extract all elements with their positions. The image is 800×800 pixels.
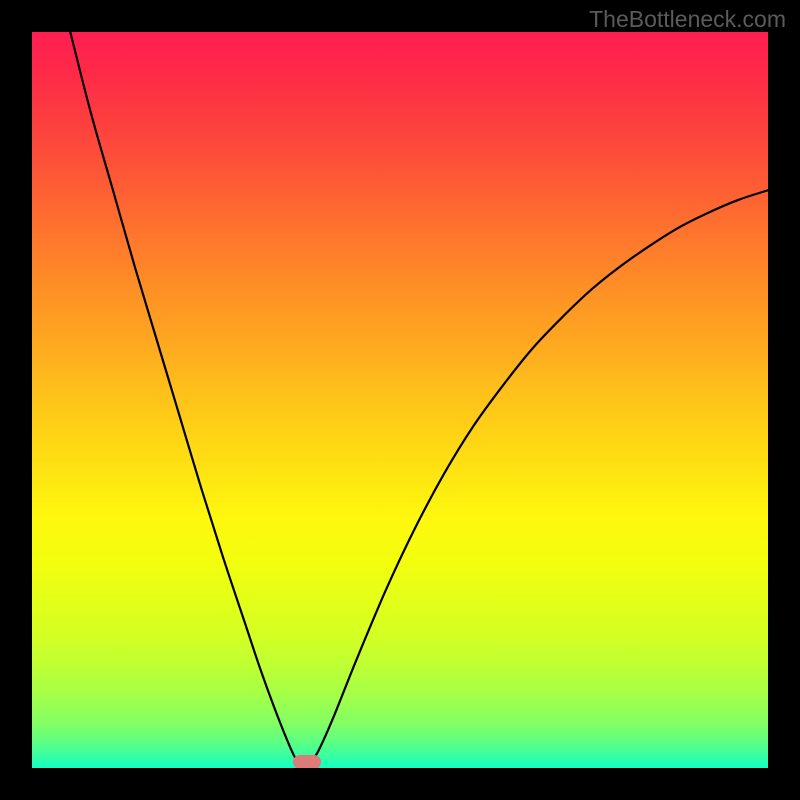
bottleneck-curve xyxy=(32,32,768,768)
watermark-text: TheBottleneck.com xyxy=(589,6,786,33)
minimum-marker xyxy=(293,755,321,768)
plot-area xyxy=(32,32,768,768)
